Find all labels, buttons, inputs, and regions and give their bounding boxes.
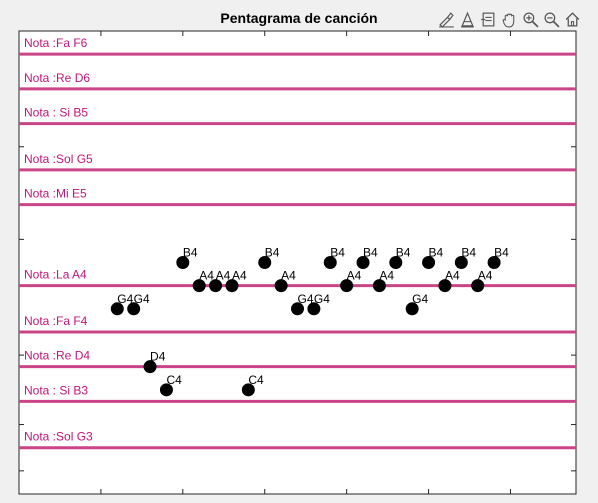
- staff-line-label: Nota :Re D6: [24, 71, 90, 85]
- note-point: [389, 256, 403, 269]
- note-point-label: B4: [494, 246, 509, 260]
- staff-line-label: Nota :Fa F4: [24, 314, 88, 328]
- zoom-in-icon: [522, 11, 539, 28]
- note-point-label: C4: [248, 373, 264, 387]
- plot-area: [18, 30, 577, 495]
- axis-ticks: [18, 31, 577, 494]
- note-point-label: G4: [134, 292, 150, 306]
- note-point-label: A4: [445, 269, 460, 283]
- staff-line-label: Nota : Si B5: [24, 106, 88, 120]
- note-point: [340, 279, 354, 293]
- data-tip-button[interactable]: [457, 9, 477, 29]
- zoom-out-button[interactable]: [541, 9, 561, 29]
- axes-toolbar: [436, 9, 582, 29]
- note-point: [127, 302, 141, 316]
- note-point: [258, 256, 272, 269]
- staff-lines: [19, 52, 576, 450]
- staff-line-label: Nota :Re D4: [24, 349, 90, 363]
- staff-line-label: Nota : Si B3: [24, 383, 88, 397]
- zoom-out-icon: [543, 11, 560, 28]
- note-point: [110, 302, 124, 316]
- home-button[interactable]: [562, 9, 582, 29]
- note-point: [422, 256, 436, 269]
- chart-title: Pentagrama de canción: [220, 10, 378, 26]
- brush-button[interactable]: [436, 9, 456, 29]
- pan-button[interactable]: [499, 9, 519, 29]
- export-icon: [480, 12, 494, 26]
- note-point: [209, 279, 223, 293]
- note-point: [487, 256, 501, 269]
- note-point-label: A4: [232, 269, 247, 283]
- note-point: [438, 279, 452, 293]
- note-point-label: B4: [429, 246, 444, 260]
- note-point-label: D4: [150, 350, 166, 364]
- note-point-label: B4: [330, 246, 345, 260]
- export-button[interactable]: [478, 9, 498, 29]
- note-point-label: G4: [298, 292, 314, 306]
- note-point: [241, 383, 255, 397]
- note-point: [372, 279, 386, 293]
- note-point: [454, 256, 468, 269]
- note-point: [143, 360, 157, 374]
- zoom-in-button[interactable]: [520, 9, 540, 29]
- note-point: [225, 279, 239, 293]
- note-point-label: B4: [396, 246, 411, 260]
- note-labels: Nota :Fa F6 Nota :Re D6 Nota : Si B5 Nota :…: [24, 36, 93, 444]
- note-point-label: B4: [363, 246, 378, 260]
- staff-line-label: Nota :Mi E5: [24, 187, 87, 201]
- note-point-label: A4: [347, 269, 362, 283]
- note-point: [405, 302, 419, 316]
- note-point-label: C4: [166, 373, 182, 387]
- note-point: [471, 279, 485, 293]
- brush-icon: [438, 11, 454, 28]
- note-point-label: A4: [281, 269, 296, 283]
- note-point-label: B4: [183, 246, 198, 260]
- note-point: [356, 256, 370, 269]
- note-point-label: B4: [265, 246, 280, 260]
- note-point-label: A4: [478, 269, 493, 283]
- pan-hand-icon: [502, 13, 514, 27]
- note-point-label: A4: [379, 269, 394, 283]
- note-point-label: A4: [216, 269, 231, 283]
- note-point: [192, 279, 206, 293]
- note-point-label: B4: [461, 246, 476, 260]
- note-point-label: G4: [412, 292, 428, 306]
- note-point: [323, 256, 337, 269]
- note-point-label: G4: [314, 292, 330, 306]
- note-point: [307, 302, 321, 316]
- home-icon: [565, 11, 579, 27]
- data-tip-icon: [460, 11, 474, 27]
- staff-line-label: Nota :Sol G5: [24, 152, 93, 166]
- note-point: [274, 279, 288, 293]
- note-point: [159, 383, 173, 397]
- staff-line-label: Nota :Sol G3: [24, 430, 93, 444]
- note-point-label: G4: [117, 292, 133, 306]
- note-point: [176, 256, 190, 269]
- note-point: [291, 302, 304, 316]
- note-point-label: A4: [199, 269, 214, 283]
- staff-line-label: Nota :Fa F6: [24, 36, 88, 50]
- staff-line-label: Nota :La A4: [24, 268, 87, 282]
